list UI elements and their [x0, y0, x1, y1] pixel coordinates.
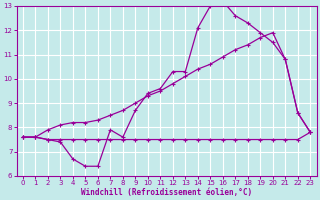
X-axis label: Windchill (Refroidissement éolien,°C): Windchill (Refroidissement éolien,°C) — [81, 188, 252, 197]
